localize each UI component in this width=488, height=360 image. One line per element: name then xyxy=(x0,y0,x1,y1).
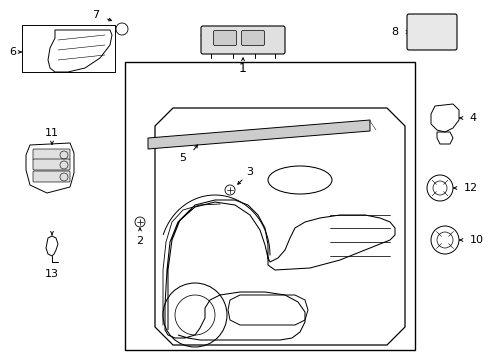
Text: 13: 13 xyxy=(45,269,59,279)
FancyBboxPatch shape xyxy=(213,31,236,45)
FancyBboxPatch shape xyxy=(33,171,70,182)
Text: 12: 12 xyxy=(463,183,477,193)
Text: 1: 1 xyxy=(239,62,246,75)
Text: 8: 8 xyxy=(390,27,398,37)
Text: 7: 7 xyxy=(92,10,99,20)
Text: 6: 6 xyxy=(9,47,17,57)
FancyBboxPatch shape xyxy=(241,31,264,45)
Polygon shape xyxy=(148,120,369,149)
Text: 2: 2 xyxy=(136,236,143,246)
Text: 4: 4 xyxy=(468,113,475,123)
Text: 5: 5 xyxy=(179,153,186,163)
FancyBboxPatch shape xyxy=(33,159,70,170)
FancyBboxPatch shape xyxy=(201,26,285,54)
Text: 11: 11 xyxy=(45,128,59,138)
Text: 3: 3 xyxy=(246,167,253,177)
Text: 9: 9 xyxy=(199,33,205,43)
Text: 10: 10 xyxy=(469,235,483,245)
FancyBboxPatch shape xyxy=(33,149,70,160)
FancyBboxPatch shape xyxy=(406,14,456,50)
